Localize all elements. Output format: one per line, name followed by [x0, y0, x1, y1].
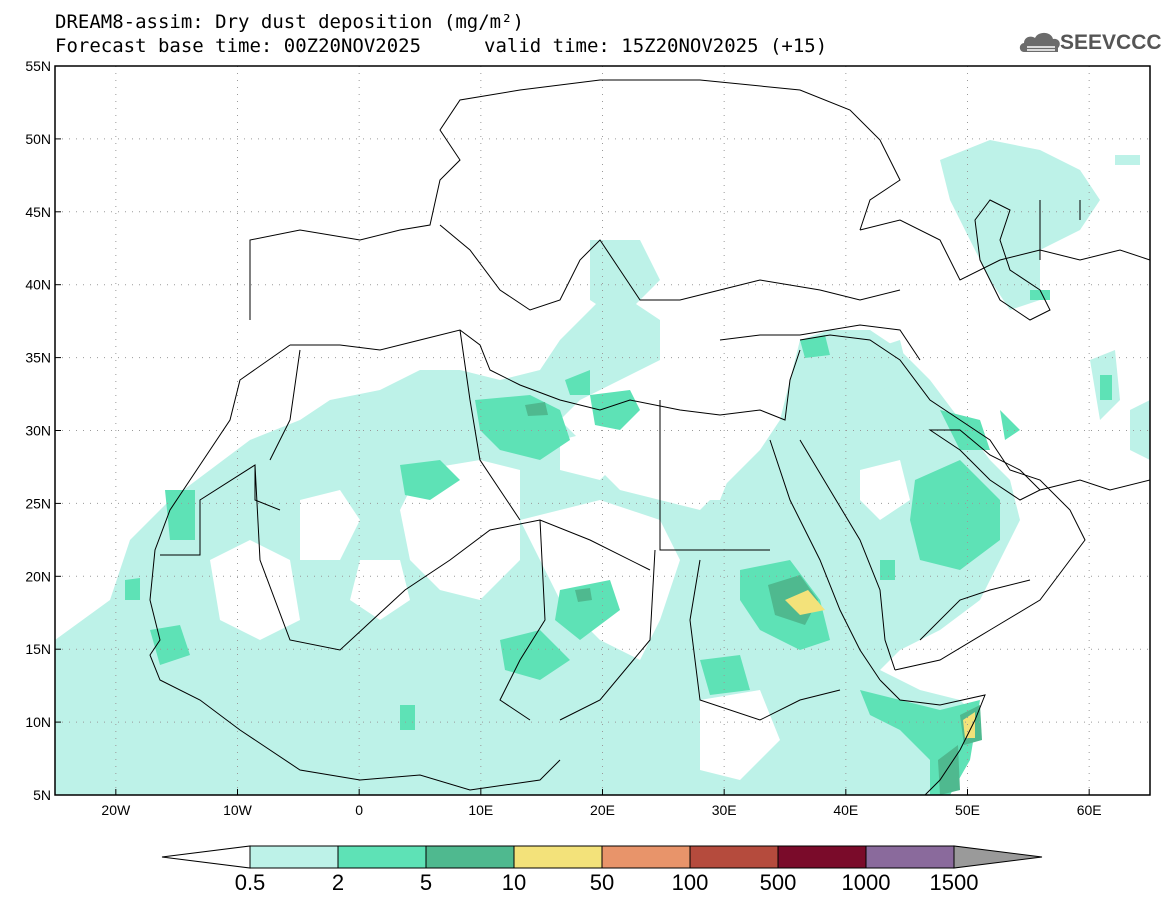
- lat-tick-label: 55N: [25, 58, 51, 74]
- lon-tick-label: 30E: [712, 802, 737, 818]
- lat-tick-label: 30N: [25, 423, 51, 439]
- lat-tick-label: 25N: [25, 495, 51, 511]
- colorbar: 0.5 2 5 10 50 100 500 1000 1500: [161, 845, 1043, 895]
- lat-tick-label: 10N: [25, 714, 51, 730]
- dust-deposition-fields: [55, 140, 1150, 795]
- coastlines-borders: [149, 79, 1150, 795]
- lat-tick-label: 15N: [25, 641, 51, 657]
- colorbar-segment: [601, 845, 691, 869]
- cloud-icon: [1019, 32, 1060, 52]
- colorbar-level-label: 1000: [842, 870, 891, 895]
- colorbar-level-label: 5: [420, 870, 432, 895]
- lon-tick-label: 20W: [101, 802, 131, 818]
- lat-tick-label: 35N: [25, 350, 51, 366]
- colorbar-segment: [689, 845, 779, 869]
- lon-tick-label: 0: [355, 802, 363, 818]
- lat-tick-label: 20N: [25, 568, 51, 584]
- seevccc-logo-text: SEEVCCC: [1060, 31, 1162, 54]
- lat-tick-label: 50N: [25, 131, 51, 147]
- lat-tick-label: 5N: [33, 787, 51, 803]
- lon-tick-label: 60E: [1077, 802, 1102, 818]
- forecast-base-time: Forecast base time: 00Z20NOV2025: [55, 35, 422, 57]
- lon-tick-label: 50E: [955, 802, 980, 818]
- latitude-axis: 5N 10N 15N 20N 25N 30N 35N 40N 45N 50N 55N: [25, 58, 61, 803]
- longitude-axis: 20W 10W 0 10E 20E 30E 40E 50E 60E: [101, 789, 1102, 818]
- colorbar-segment: [337, 845, 427, 869]
- lon-tick-label: 10E: [468, 802, 493, 818]
- lat-lon-grid: [55, 66, 1150, 795]
- colorbar-segment: [513, 845, 603, 869]
- colorbar-segment: [249, 845, 339, 869]
- lat-tick-label: 45N: [25, 204, 51, 220]
- colorbar-segment: [777, 845, 867, 869]
- lon-tick-label: 20E: [590, 802, 615, 818]
- colorbar-level-label: 2: [332, 870, 344, 895]
- colorbar-level-label: 500: [760, 870, 797, 895]
- colorbar-segment: [865, 845, 955, 869]
- valid-time: valid time: 15Z20NOV2025 (+15): [484, 35, 828, 57]
- lat-tick-label: 40N: [25, 277, 51, 293]
- map-title: DREAM8-assim: Dry dust deposition (mg/m²…: [55, 11, 524, 33]
- colorbar-level-label: 50: [590, 870, 614, 895]
- colorbar-over-arrow: [953, 845, 1043, 869]
- lon-tick-label: 10W: [223, 802, 253, 818]
- lon-tick-label: 40E: [833, 802, 858, 818]
- colorbar-level-label: 10: [502, 870, 526, 895]
- colorbar-under-arrow: [161, 845, 251, 869]
- colorbar-level-label: 0.5: [235, 870, 266, 895]
- colorbar-level-label: 1500: [930, 870, 979, 895]
- colorbar-level-label: 100: [672, 870, 709, 895]
- colorbar-segment: [425, 845, 515, 869]
